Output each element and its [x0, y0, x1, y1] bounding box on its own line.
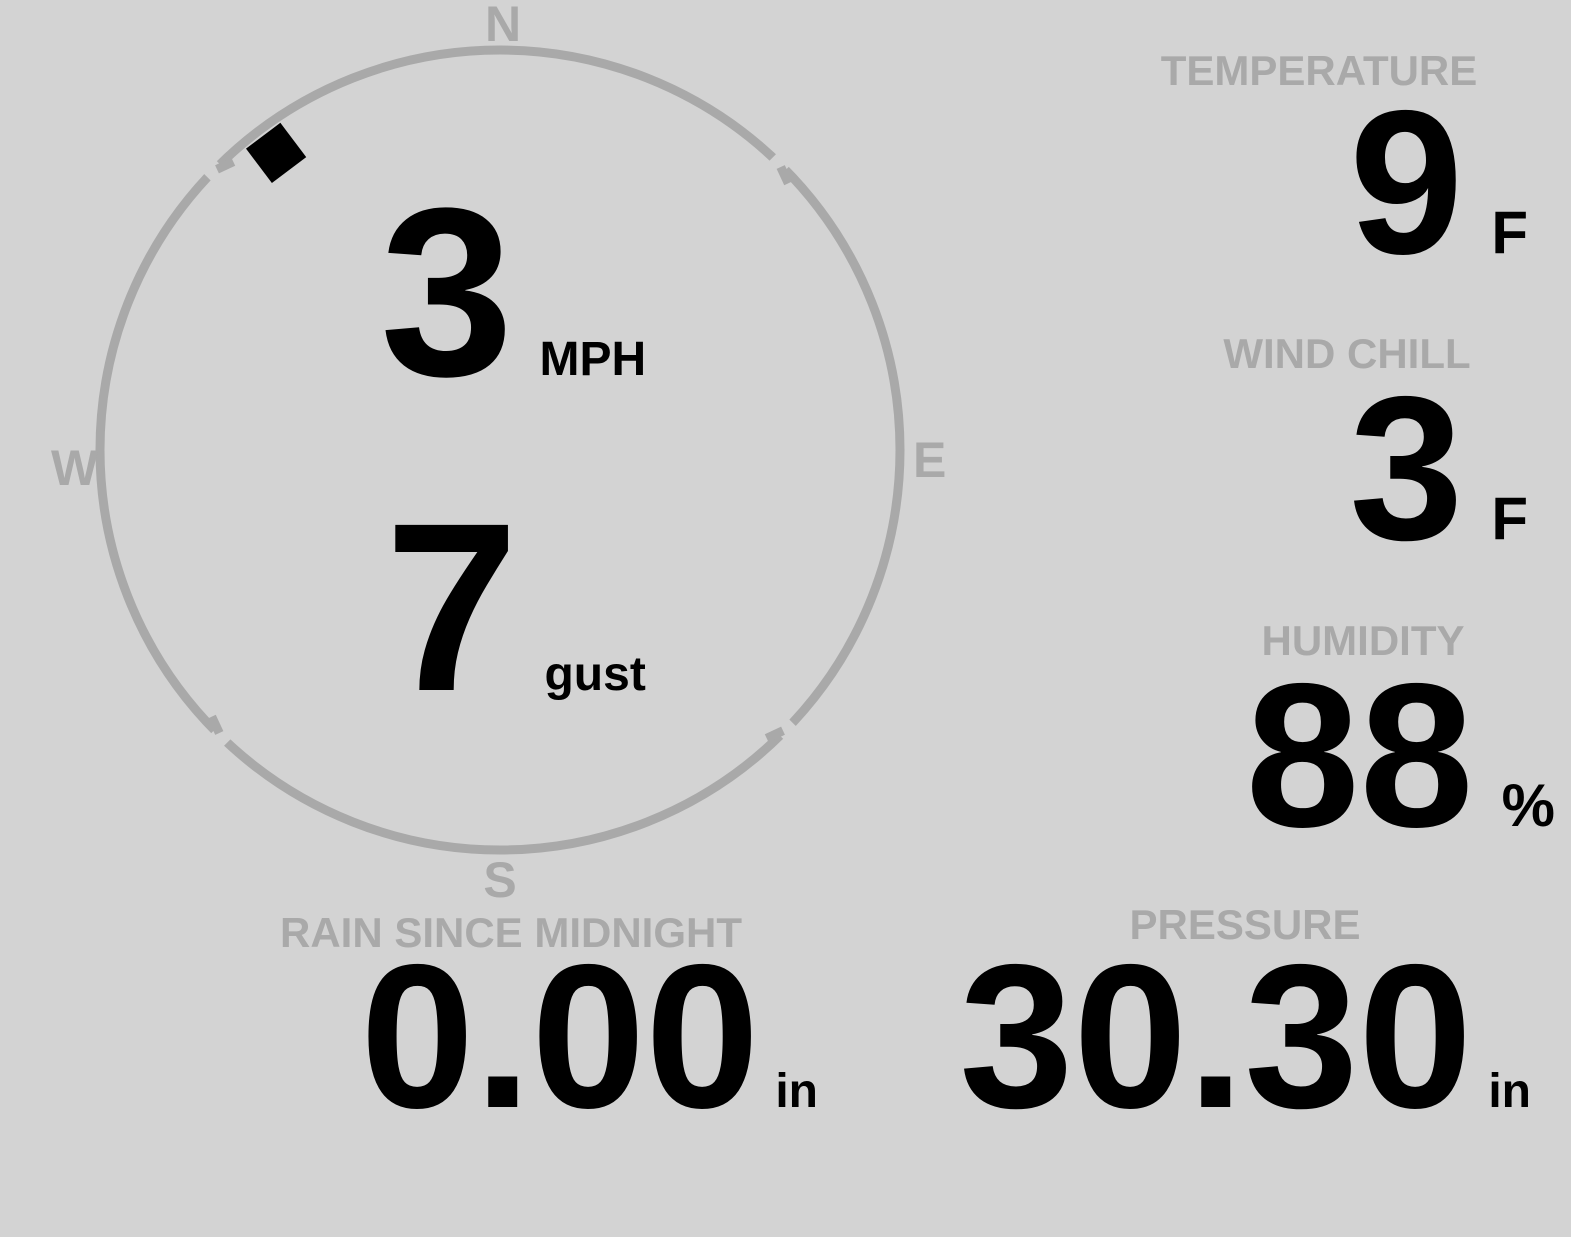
compass-tick-nw: [198, 155, 236, 185]
temperature-label: TEMPERATURE: [1160, 47, 1478, 94]
compass-label-south: S: [483, 852, 517, 908]
humidity-unit: %: [1501, 772, 1555, 839]
pressure-label: PRESSURE: [1129, 901, 1361, 948]
pressure-value-group: 30.30 in: [959, 934, 1531, 1139]
temperature-value-group: 9 F: [1349, 80, 1528, 285]
compass-label-west: W: [51, 440, 99, 496]
wind-gust-value: 7: [385, 473, 519, 741]
compass-tick-sw: [205, 714, 235, 752]
wind-gust: 7 gust: [385, 487, 646, 727]
pressure-value: 30.30: [959, 922, 1473, 1151]
wind-chill-value: 3: [1349, 354, 1464, 583]
compass-ring: [95, 45, 905, 855]
pressure-unit: in: [1488, 1065, 1531, 1118]
wind-speed-unit: MPH: [539, 333, 647, 386]
compass-label-east: E: [913, 432, 947, 488]
temperature-unit: F: [1491, 199, 1528, 266]
humidity-value: 88: [1245, 641, 1474, 870]
wind-speed: 3 MPH: [380, 172, 646, 412]
temperature-value: 9: [1349, 68, 1464, 297]
humidity-value-group: 88 %: [1246, 653, 1555, 858]
rain-value-group: 0.00 in: [360, 934, 818, 1139]
wind-direction-marker: [246, 122, 307, 184]
wind-speed-value: 3: [380, 158, 514, 426]
rain-label: RAIN SINCE MIDNIGHT: [280, 909, 742, 956]
compass-tick-ne: [765, 148, 795, 186]
rain-unit: in: [775, 1065, 818, 1118]
rain-value: 0.00: [360, 922, 760, 1151]
wind-chill-unit: F: [1491, 485, 1528, 552]
wind-gust-unit: gust: [544, 648, 646, 701]
wind-chill-label: WIND CHILL: [1223, 330, 1471, 377]
compass-label-north: N: [484, 0, 522, 52]
humidity-label: HUMIDITY: [1261, 617, 1465, 664]
wind-chill-value-group: 3 F: [1349, 366, 1528, 571]
compass-tick-se: [764, 715, 802, 745]
